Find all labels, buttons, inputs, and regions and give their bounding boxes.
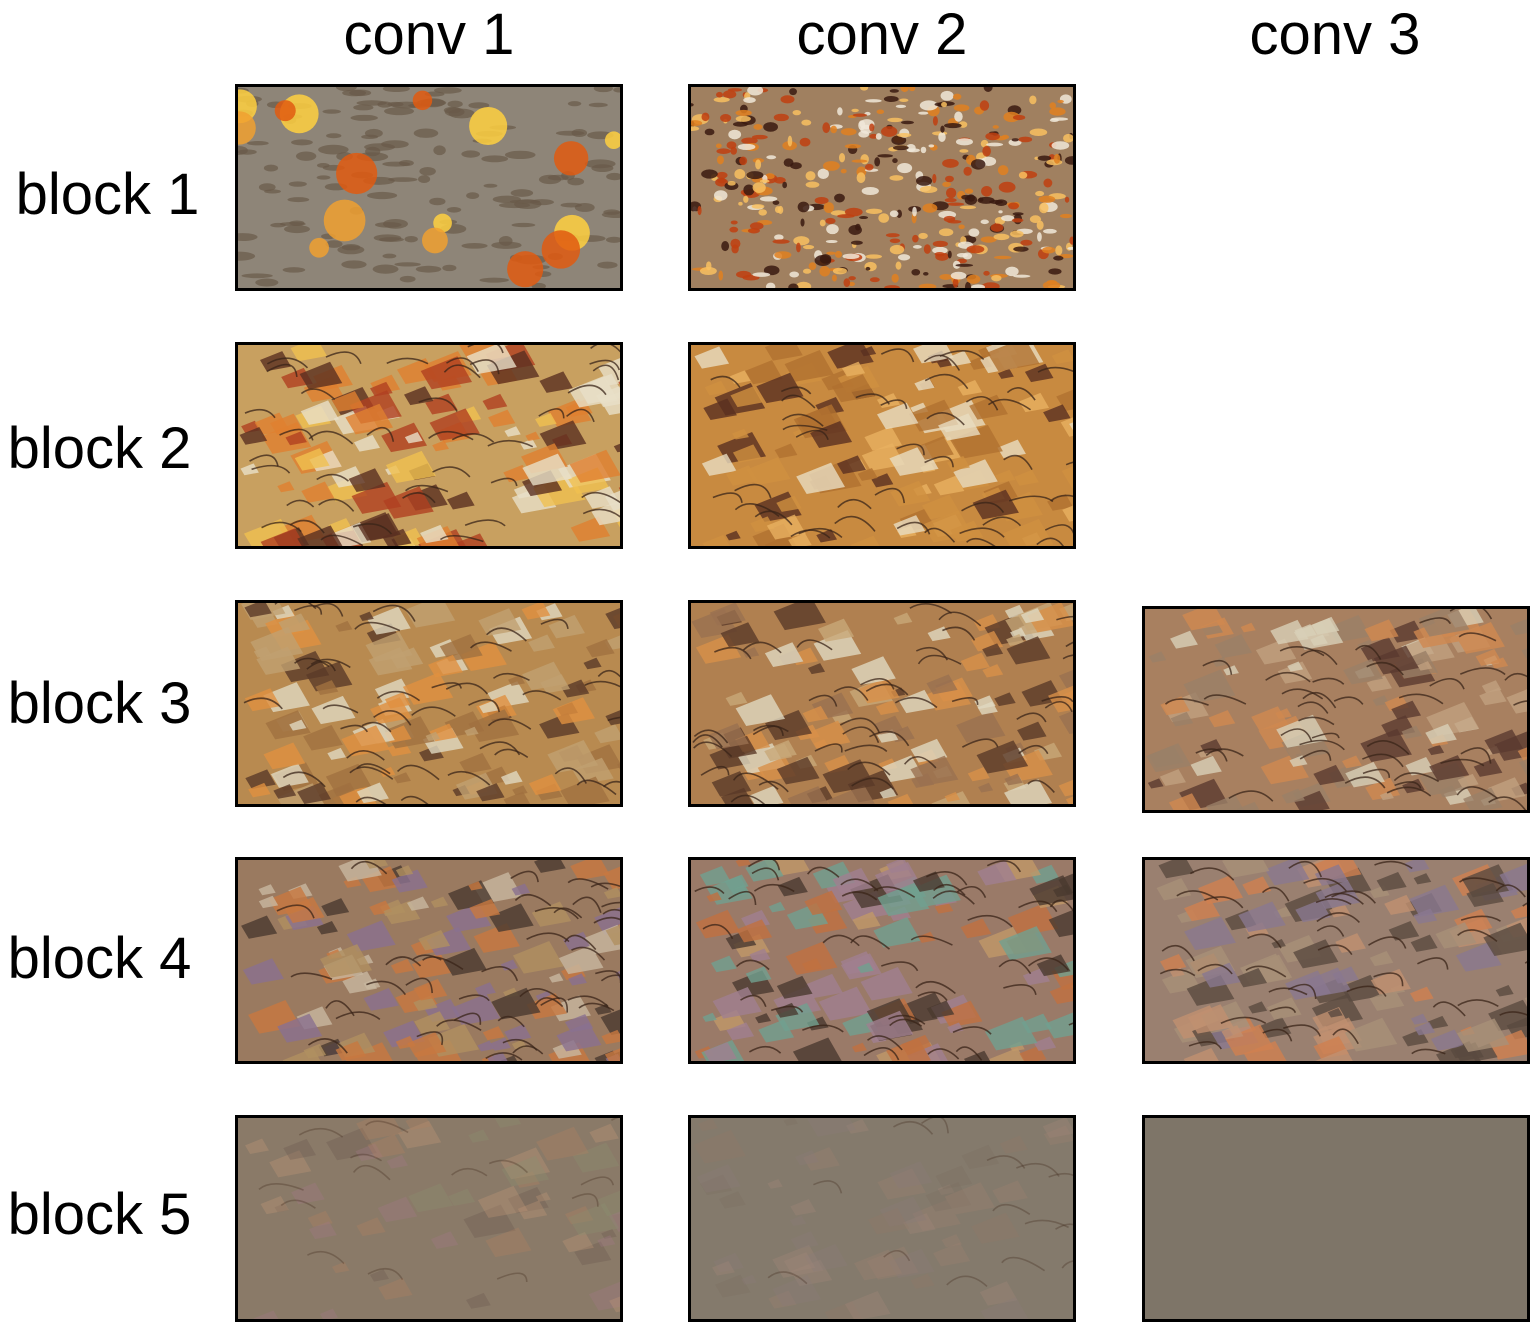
column-header-conv-1: conv 1 xyxy=(343,2,515,67)
texture-block4-conv2 xyxy=(688,857,1076,1064)
column-header-conv-3: conv 3 xyxy=(1249,2,1421,67)
texture-block2-conv2 xyxy=(688,342,1076,549)
texture-block3-conv2 xyxy=(688,600,1076,807)
texture-block3-conv1 xyxy=(235,600,623,807)
texture-block3-conv3 xyxy=(1142,606,1530,813)
row-header-block-3: block 3 xyxy=(7,671,192,736)
row-header-block-2: block 2 xyxy=(7,416,192,481)
texture-block1-conv1 xyxy=(235,84,623,291)
texture-block1-conv2 xyxy=(688,84,1076,291)
texture-block5-conv2 xyxy=(688,1115,1076,1322)
texture-block4-conv1 xyxy=(235,857,623,1064)
row-header-block-1: block 1 xyxy=(15,162,200,227)
texture-block5-conv3 xyxy=(1142,1115,1530,1322)
column-header-conv-2: conv 2 xyxy=(796,2,968,67)
texture-block5-conv1 xyxy=(235,1115,623,1322)
row-header-block-4: block 4 xyxy=(7,926,192,991)
row-header-block-5: block 5 xyxy=(7,1182,192,1247)
texture-block2-conv1 xyxy=(235,342,623,549)
texture-block4-conv3 xyxy=(1142,857,1530,1064)
